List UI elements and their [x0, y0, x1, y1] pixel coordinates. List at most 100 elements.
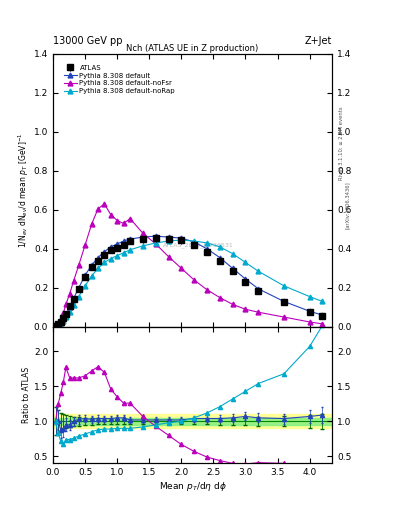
Pythia 8.308 default-noFsr	[128, 216, 132, 222]
Pythia 8.308 default	[307, 308, 312, 314]
Pythia 8.308 default	[282, 298, 286, 305]
Pythia 8.308 default-noRap	[320, 298, 325, 305]
Line: Pythia 8.308 default-noFsr: Pythia 8.308 default-noFsr	[53, 202, 325, 328]
Pythia 8.308 default-noFsr	[166, 253, 171, 260]
Pythia 8.308 default	[205, 246, 209, 252]
Pythia 8.308 default	[71, 295, 76, 302]
Pythia 8.308 default-noFsr	[71, 278, 76, 284]
Pythia 8.308 default-noRap	[153, 240, 158, 246]
Pythia 8.308 default-noFsr	[205, 287, 209, 293]
Text: ATLAS_2019_I1736531: ATLAS_2019_I1736531	[163, 242, 233, 248]
Pythia 8.308 default-noFsr	[282, 314, 286, 320]
Pythia 8.308 default-noRap	[121, 250, 126, 256]
Pythia 8.308 default-noRap	[217, 244, 222, 250]
Pythia 8.308 default-noRap	[102, 260, 107, 266]
Text: Rivet 3.1.10; ≥ 2.8M events: Rivet 3.1.10; ≥ 2.8M events	[339, 106, 344, 180]
Pythia 8.308 default-noRap	[71, 302, 76, 308]
Pythia 8.308 default	[230, 265, 235, 271]
Pythia 8.308 default-noFsr	[243, 306, 248, 312]
Pythia 8.308 default-noFsr	[115, 218, 119, 224]
Pythia 8.308 default-noFsr	[83, 242, 88, 248]
Pythia 8.308 default	[53, 323, 58, 329]
Pythia 8.308 default	[95, 254, 100, 261]
Pythia 8.308 default-noRap	[166, 238, 171, 244]
Pythia 8.308 default-noRap	[230, 250, 235, 257]
Pythia 8.308 default	[141, 234, 145, 240]
Pythia 8.308 default-noRap	[95, 265, 100, 271]
Pythia 8.308 default-noRap	[141, 243, 145, 249]
Pythia 8.308 default	[179, 235, 184, 241]
Pythia 8.308 default-noFsr	[67, 291, 72, 297]
Pythia 8.308 default	[108, 244, 113, 250]
Pythia 8.308 default-noRap	[205, 240, 209, 246]
Pythia 8.308 default-noRap	[59, 320, 63, 326]
Pythia 8.308 default-noRap	[53, 323, 58, 329]
Pythia 8.308 default-noRap	[192, 238, 196, 244]
Pythia 8.308 default	[256, 286, 261, 292]
Pythia 8.308 default-noFsr	[76, 262, 81, 268]
Pythia 8.308 default-noRap	[83, 283, 88, 289]
Pythia 8.308 default-noFsr	[95, 206, 100, 212]
Pythia 8.308 default-noRap	[67, 309, 72, 315]
Pythia 8.308 default	[243, 276, 248, 282]
Pythia 8.308 default	[121, 238, 126, 244]
Pythia 8.308 default-noFsr	[61, 310, 66, 316]
Pythia 8.308 default	[217, 254, 222, 261]
Pythia 8.308 default-noRap	[64, 314, 68, 321]
Pythia 8.308 default	[67, 304, 72, 310]
Pythia 8.308 default-noRap	[282, 283, 286, 289]
Pythia 8.308 default-noRap	[108, 255, 113, 262]
Pythia 8.308 default-noFsr	[59, 317, 63, 323]
Y-axis label: Ratio to ATLAS: Ratio to ATLAS	[22, 367, 31, 423]
Line: Pythia 8.308 default-noRap: Pythia 8.308 default-noRap	[53, 238, 325, 328]
Pythia 8.308 default	[59, 319, 63, 326]
Pythia 8.308 default	[166, 234, 171, 240]
Legend: ATLAS, Pythia 8.308 default, Pythia 8.308 default-noFsr, Pythia 8.308 default-no: ATLAS, Pythia 8.308 default, Pythia 8.30…	[62, 62, 177, 96]
Pythia 8.308 default	[102, 249, 107, 255]
Pythia 8.308 default	[153, 233, 158, 239]
Pythia 8.308 default-noRap	[56, 322, 61, 328]
Pythia 8.308 default-noFsr	[230, 302, 235, 308]
Pythia 8.308 default-noFsr	[217, 294, 222, 301]
X-axis label: Mean $p_T$/d$\eta$ d$\phi$: Mean $p_T$/d$\eta$ d$\phi$	[159, 480, 226, 493]
Pythia 8.308 default-noRap	[89, 273, 94, 279]
Bar	[53, 414, 332, 429]
Pythia 8.308 default	[83, 272, 88, 278]
Title: Nch (ATLAS UE in Z production): Nch (ATLAS UE in Z production)	[127, 44, 259, 53]
Pythia 8.308 default	[115, 241, 119, 247]
Pythia 8.308 default-noFsr	[89, 221, 94, 227]
Pythia 8.308 default-noFsr	[56, 321, 61, 327]
Pythia 8.308 default-noRap	[307, 293, 312, 300]
Text: 13000 GeV pp: 13000 GeV pp	[53, 36, 123, 46]
Pythia 8.308 default-noRap	[128, 247, 132, 253]
Pythia 8.308 default-noFsr	[256, 309, 261, 315]
Pythia 8.308 default	[56, 322, 61, 328]
Pythia 8.308 default	[128, 236, 132, 242]
Pythia 8.308 default	[89, 262, 94, 268]
Pythia 8.308 default-noFsr	[121, 220, 126, 226]
Bar	[53, 418, 332, 425]
Y-axis label: 1/N$_{ev}$ dN$_{ev}$/d mean $p_T$ [GeV]$^{-1}$: 1/N$_{ev}$ dN$_{ev}$/d mean $p_T$ [GeV]$…	[17, 133, 31, 248]
Pythia 8.308 default	[61, 316, 66, 322]
Pythia 8.308 default-noFsr	[192, 277, 196, 283]
Pythia 8.308 default-noFsr	[320, 321, 325, 327]
Pythia 8.308 default	[64, 312, 68, 318]
Pythia 8.308 default-noFsr	[307, 319, 312, 325]
Pythia 8.308 default-noFsr	[179, 265, 184, 271]
Pythia 8.308 default-noFsr	[64, 302, 68, 308]
Pythia 8.308 default-noRap	[76, 293, 81, 300]
Pythia 8.308 default-noRap	[115, 252, 119, 259]
Pythia 8.308 default-noFsr	[141, 230, 145, 236]
Pythia 8.308 default-noFsr	[108, 211, 113, 218]
Text: [arXiv:1306.3436]: [arXiv:1306.3436]	[345, 181, 350, 229]
Text: Z+Jet: Z+Jet	[305, 36, 332, 46]
Pythia 8.308 default-noFsr	[53, 323, 58, 329]
Pythia 8.308 default	[320, 312, 325, 318]
Pythia 8.308 default-noFsr	[153, 241, 158, 247]
Pythia 8.308 default	[76, 285, 81, 291]
Pythia 8.308 default	[192, 239, 196, 245]
Pythia 8.308 default-noRap	[61, 318, 66, 324]
Pythia 8.308 default-noFsr	[102, 201, 107, 207]
Line: Pythia 8.308 default: Pythia 8.308 default	[53, 233, 325, 328]
Pythia 8.308 default-noRap	[179, 237, 184, 243]
